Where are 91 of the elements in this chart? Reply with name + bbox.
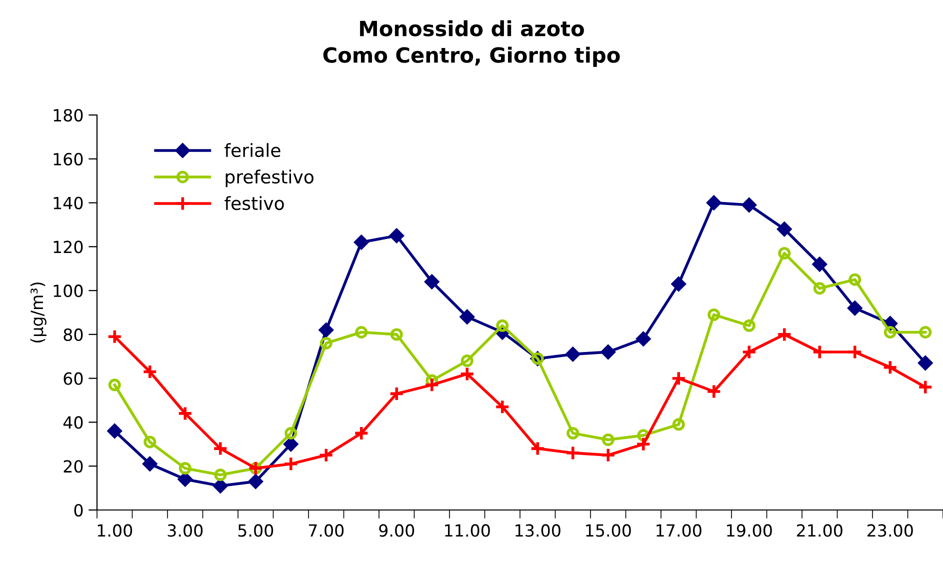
point bbox=[388, 386, 404, 402]
point bbox=[424, 377, 440, 393]
y-tick-label: 20 bbox=[64, 460, 83, 473]
point bbox=[355, 326, 368, 338]
point bbox=[460, 354, 474, 368]
point bbox=[742, 197, 757, 213]
point bbox=[320, 336, 332, 350]
point bbox=[813, 282, 826, 295]
legend-label: prefestivo bbox=[226, 170, 314, 188]
x-tick-label: 23.00 bbox=[867, 524, 913, 537]
point bbox=[566, 426, 580, 440]
y-tick-label: 60 bbox=[64, 372, 83, 385]
point bbox=[671, 276, 686, 292]
y-tick-label: 0 bbox=[74, 504, 83, 517]
point bbox=[884, 326, 896, 338]
point bbox=[848, 273, 862, 286]
point bbox=[212, 478, 228, 494]
point bbox=[847, 300, 862, 316]
point bbox=[283, 456, 299, 472]
point bbox=[460, 309, 475, 324]
y-tick-label: 120 bbox=[54, 240, 83, 254]
x-tick-label: 11.00 bbox=[445, 524, 490, 537]
point bbox=[708, 308, 720, 321]
point bbox=[106, 329, 122, 344]
point bbox=[459, 366, 475, 382]
point bbox=[530, 440, 546, 456]
point bbox=[318, 322, 334, 338]
point bbox=[918, 355, 933, 371]
point bbox=[919, 326, 932, 338]
point bbox=[778, 247, 791, 260]
point bbox=[565, 346, 580, 362]
point bbox=[142, 364, 158, 380]
point bbox=[636, 436, 652, 452]
point bbox=[706, 195, 722, 210]
point bbox=[636, 331, 651, 346]
point bbox=[178, 472, 193, 487]
y-tick-label: 80 bbox=[64, 328, 83, 342]
x-tick-label: 3.00 bbox=[168, 524, 203, 537]
point bbox=[600, 448, 616, 463]
y-tick-label: 180 bbox=[54, 108, 83, 122]
legend-label: festivo bbox=[224, 196, 284, 210]
point bbox=[494, 399, 510, 414]
y-tick-label: 160 bbox=[54, 152, 83, 166]
point bbox=[847, 344, 863, 360]
point bbox=[212, 440, 228, 456]
point bbox=[318, 448, 334, 463]
x-tick-label: 1.00 bbox=[98, 524, 132, 537]
point bbox=[812, 256, 828, 272]
point bbox=[178, 462, 192, 475]
y-tick-label: 140 bbox=[54, 196, 83, 210]
point bbox=[741, 344, 757, 360]
x-tick-label: 13.00 bbox=[516, 524, 560, 537]
x-tick-label: 5.00 bbox=[238, 524, 274, 537]
point bbox=[248, 474, 264, 490]
y-axis-title: (µg/m³) bbox=[30, 282, 46, 342]
point bbox=[107, 423, 122, 439]
x-tick-label: 9.00 bbox=[379, 524, 414, 537]
point bbox=[742, 319, 756, 332]
point bbox=[354, 234, 369, 250]
point bbox=[918, 379, 934, 395]
point bbox=[812, 344, 828, 360]
point bbox=[565, 445, 581, 461]
point bbox=[776, 222, 792, 237]
legend-label: feriale bbox=[224, 143, 280, 158]
x-tick-label: 21.00 bbox=[796, 524, 842, 537]
x-tick-label: 17.00 bbox=[656, 524, 702, 537]
point bbox=[600, 344, 616, 360]
point bbox=[214, 468, 227, 482]
chart-title: Monossido di azoto Como Centro, Giorno tipo bbox=[323, 20, 620, 67]
point bbox=[672, 418, 685, 431]
point bbox=[390, 328, 403, 341]
x-tick-label: 15.00 bbox=[586, 524, 631, 537]
x-tick-label: 7.00 bbox=[308, 524, 344, 537]
point bbox=[882, 360, 898, 375]
point bbox=[424, 274, 440, 290]
point bbox=[602, 434, 614, 446]
point bbox=[283, 436, 298, 452]
x-tick-label: 19.00 bbox=[727, 524, 772, 537]
point bbox=[144, 436, 156, 448]
point bbox=[108, 378, 121, 392]
point bbox=[496, 319, 509, 332]
point bbox=[389, 228, 404, 244]
point bbox=[706, 384, 722, 400]
point bbox=[284, 426, 298, 440]
point bbox=[354, 426, 370, 441]
point bbox=[776, 326, 792, 342]
y-tick-label: 40 bbox=[63, 416, 83, 429]
y-tick-label: 100 bbox=[54, 284, 83, 298]
point bbox=[177, 406, 193, 422]
point bbox=[142, 456, 158, 472]
point bbox=[670, 370, 686, 386]
